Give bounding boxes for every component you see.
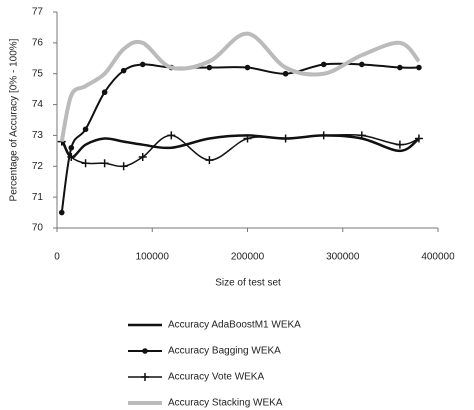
marker <box>120 67 127 74</box>
x-tick-label: 0 <box>54 252 60 263</box>
marker <box>101 89 108 96</box>
x-tick-label: 400000 <box>421 252 455 263</box>
marker <box>167 131 176 140</box>
y-axis-label: Percentage of Accuracy [0% - 100%] <box>9 38 20 201</box>
marker <box>67 153 76 162</box>
marker <box>119 162 128 171</box>
y-tick-label: 72 <box>32 161 44 172</box>
y-tick-label: 74 <box>32 99 44 110</box>
y-tick-label: 73 <box>32 130 44 141</box>
y-tick-label: 71 <box>32 192 44 203</box>
y-tick-label: 77 <box>32 7 44 18</box>
marker <box>397 64 403 71</box>
x-tick-label: 300000 <box>326 252 360 263</box>
marker <box>81 159 90 168</box>
marker <box>139 61 146 68</box>
marker <box>359 61 365 68</box>
marker <box>243 134 252 143</box>
legend-label: Accuracy AdaBoostM1 WEKA <box>168 320 301 331</box>
marker <box>82 126 89 133</box>
legend-label: Accuracy Stacking WEKA <box>168 398 283 409</box>
y-tick-label: 70 <box>32 223 44 234</box>
marker <box>414 134 423 143</box>
x-tick-label: 200000 <box>231 252 265 263</box>
marker <box>357 131 366 140</box>
series-line <box>60 62 419 213</box>
legend-marker <box>141 373 149 381</box>
marker <box>281 134 290 143</box>
series-line <box>60 134 420 159</box>
marker <box>68 144 75 151</box>
marker <box>138 153 147 162</box>
marker <box>100 159 109 168</box>
marker <box>319 131 328 140</box>
marker <box>205 156 214 165</box>
marker <box>58 209 65 216</box>
x-tick-label: 100000 <box>136 252 170 263</box>
y-tick-label: 76 <box>32 37 44 48</box>
x-axis-label: Size of test set <box>215 278 281 289</box>
marker <box>395 140 404 149</box>
marker <box>206 64 213 71</box>
marker <box>320 61 327 68</box>
marker <box>282 70 289 77</box>
marker <box>244 64 251 71</box>
y-tick-label: 75 <box>32 68 44 79</box>
legend-marker <box>142 348 148 354</box>
marker <box>416 64 422 71</box>
legend-label: Accuracy Vote WEKA <box>168 372 264 383</box>
series-line <box>59 31 421 143</box>
legend-label: Accuracy Bagging WEKA <box>168 346 281 357</box>
